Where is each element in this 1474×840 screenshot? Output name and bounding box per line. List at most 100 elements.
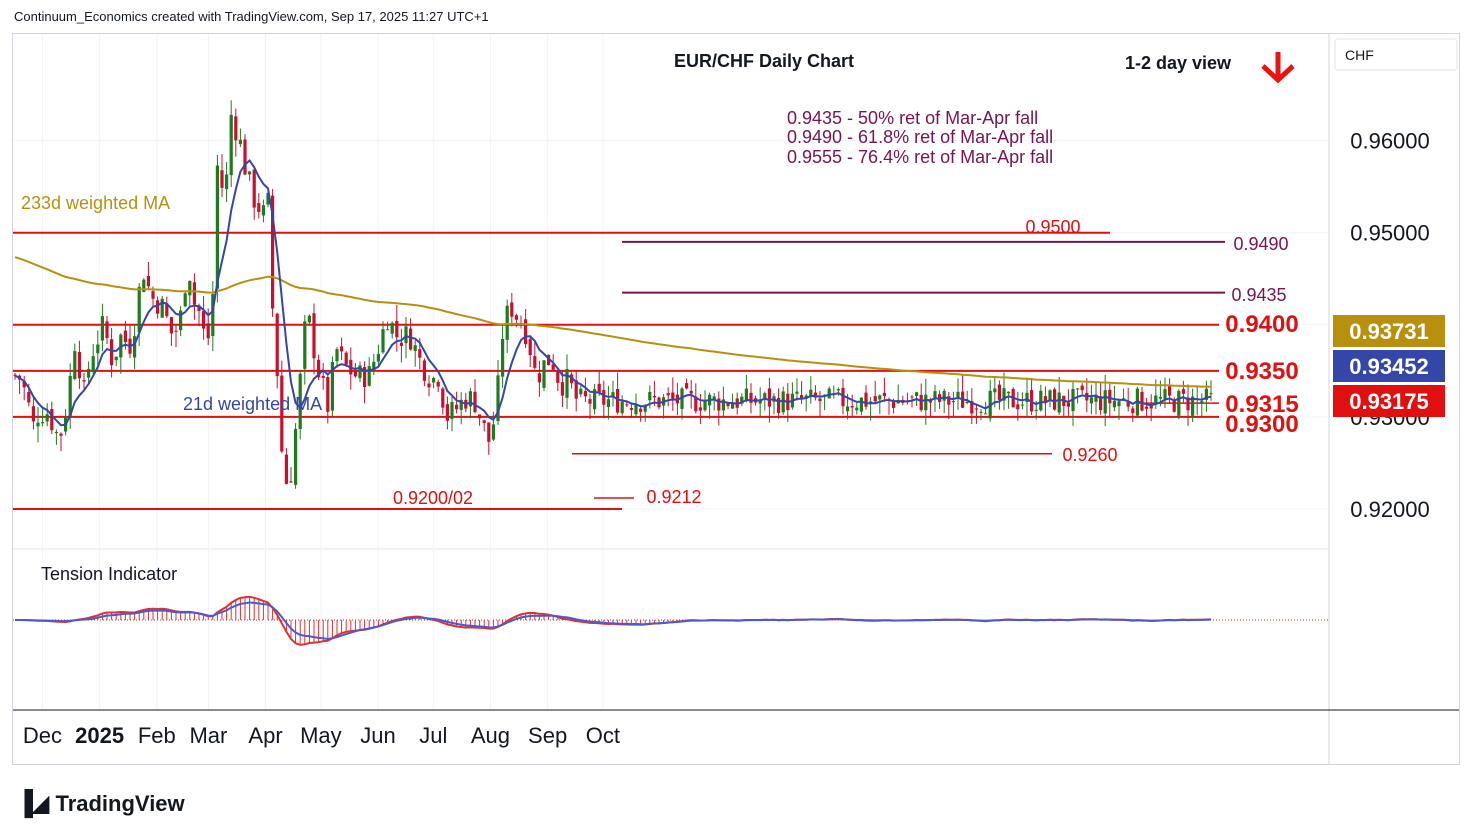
candle-body bbox=[1030, 390, 1034, 412]
candle-body bbox=[211, 294, 215, 336]
candle-body bbox=[809, 389, 813, 397]
candle-body bbox=[767, 388, 771, 407]
candle-body bbox=[1177, 390, 1181, 416]
candle-body bbox=[648, 392, 652, 401]
y-tick-label: 0.96000 bbox=[1350, 129, 1430, 154]
x-tick-label: Jul bbox=[419, 723, 447, 748]
candle-body bbox=[289, 481, 293, 483]
candle-body bbox=[859, 397, 863, 412]
ma21-label: 21d weighted MA bbox=[183, 394, 322, 414]
candle-body bbox=[947, 396, 951, 405]
candle-body bbox=[335, 349, 339, 362]
x-tick-label: Mar bbox=[189, 723, 227, 748]
candle-body bbox=[367, 366, 371, 386]
tradingview-brand: TradingView bbox=[55, 790, 185, 816]
candle-body bbox=[639, 408, 643, 412]
candle-body bbox=[390, 322, 394, 334]
price-badge-label: 0.93731 bbox=[1349, 319, 1429, 344]
level-label: 0.9212 bbox=[646, 487, 701, 507]
candle-body bbox=[597, 383, 601, 393]
chart-title: EUR/CHF Daily Chart bbox=[674, 51, 854, 71]
candle-body bbox=[248, 171, 252, 175]
candle-body bbox=[726, 403, 730, 407]
candle-body bbox=[459, 399, 463, 410]
candle-body bbox=[455, 404, 459, 410]
indicator-slow-line bbox=[15, 601, 1212, 641]
candle-body bbox=[399, 342, 403, 346]
candle-body bbox=[110, 339, 114, 366]
candle-body bbox=[1053, 389, 1057, 410]
candle-body bbox=[1154, 395, 1158, 405]
level-label: 0.9400 bbox=[1225, 311, 1298, 338]
candle-body bbox=[179, 310, 183, 331]
candle-body bbox=[588, 399, 592, 404]
candle-body bbox=[634, 404, 638, 415]
candle-body bbox=[73, 351, 77, 379]
candle-body bbox=[1020, 404, 1024, 406]
candle-body bbox=[50, 409, 54, 431]
time-axis[interactable]: Dec 2025 Feb Mar Apr May Jun Jul Aug Sep Oct bbox=[23, 723, 620, 748]
currency-box[interactable] bbox=[1334, 38, 1458, 71]
candle-body bbox=[491, 424, 495, 440]
candle-body bbox=[1016, 404, 1020, 410]
x-tick-label: Apr bbox=[248, 723, 282, 748]
price-badge-label: 0.93452 bbox=[1349, 354, 1429, 379]
candle-body bbox=[542, 360, 546, 388]
x-tick-label: Dec bbox=[23, 723, 62, 748]
candle-body bbox=[993, 388, 997, 393]
candle-body bbox=[1172, 399, 1176, 412]
candle-body bbox=[280, 375, 284, 452]
candle-body bbox=[1076, 388, 1080, 390]
candle-body bbox=[1140, 392, 1144, 411]
candle-body bbox=[257, 203, 261, 212]
candle-body bbox=[703, 401, 707, 411]
level-label: 0.9500 bbox=[1025, 217, 1080, 237]
candle-body bbox=[689, 390, 693, 394]
candle-body bbox=[298, 373, 302, 430]
x-tick-label: Aug bbox=[471, 723, 510, 748]
candle-body bbox=[326, 377, 330, 412]
price-badge bbox=[1333, 385, 1445, 417]
candle-body bbox=[864, 392, 868, 407]
candle-body bbox=[1080, 385, 1084, 391]
x-tick-label: 2025 bbox=[75, 723, 124, 748]
candle-body bbox=[169, 317, 173, 334]
candle-body bbox=[970, 400, 974, 414]
y-tick-label: 0.92000 bbox=[1350, 497, 1430, 522]
candle-body bbox=[450, 402, 454, 419]
candle-body bbox=[59, 433, 63, 436]
candle-body bbox=[363, 367, 367, 388]
candle-body bbox=[404, 326, 408, 344]
candle-body bbox=[685, 383, 689, 389]
tradingview-logo[interactable]: ▐◢ TradingView bbox=[16, 789, 185, 818]
candle-body bbox=[915, 392, 919, 396]
candle-body bbox=[372, 361, 376, 370]
candle-body bbox=[381, 329, 385, 353]
candle-body bbox=[413, 345, 417, 351]
candle-body bbox=[1039, 390, 1043, 411]
candle-body bbox=[284, 454, 288, 484]
candle-body bbox=[997, 384, 1001, 400]
candle-body bbox=[45, 414, 49, 422]
candle-body bbox=[1191, 396, 1195, 416]
candle-body bbox=[317, 359, 321, 378]
candle-body bbox=[1043, 396, 1047, 403]
candle-body bbox=[560, 382, 564, 396]
candle-body bbox=[330, 362, 334, 411]
candle-body bbox=[846, 406, 850, 412]
candle-body bbox=[441, 388, 445, 408]
chart-frame[interactable] bbox=[12, 33, 1460, 765]
candle-body bbox=[54, 431, 58, 433]
candle-body bbox=[77, 352, 81, 379]
candle-body bbox=[188, 280, 192, 296]
candle-body bbox=[556, 370, 560, 383]
level-label: 0.9490 bbox=[1233, 234, 1288, 254]
candle-body bbox=[238, 139, 242, 145]
candle-body bbox=[386, 329, 390, 331]
candle-body bbox=[574, 380, 578, 399]
candle-body bbox=[910, 396, 914, 398]
x-tick-label: Oct bbox=[586, 723, 620, 748]
candle-body bbox=[841, 387, 845, 407]
candle-body bbox=[1117, 401, 1121, 407]
